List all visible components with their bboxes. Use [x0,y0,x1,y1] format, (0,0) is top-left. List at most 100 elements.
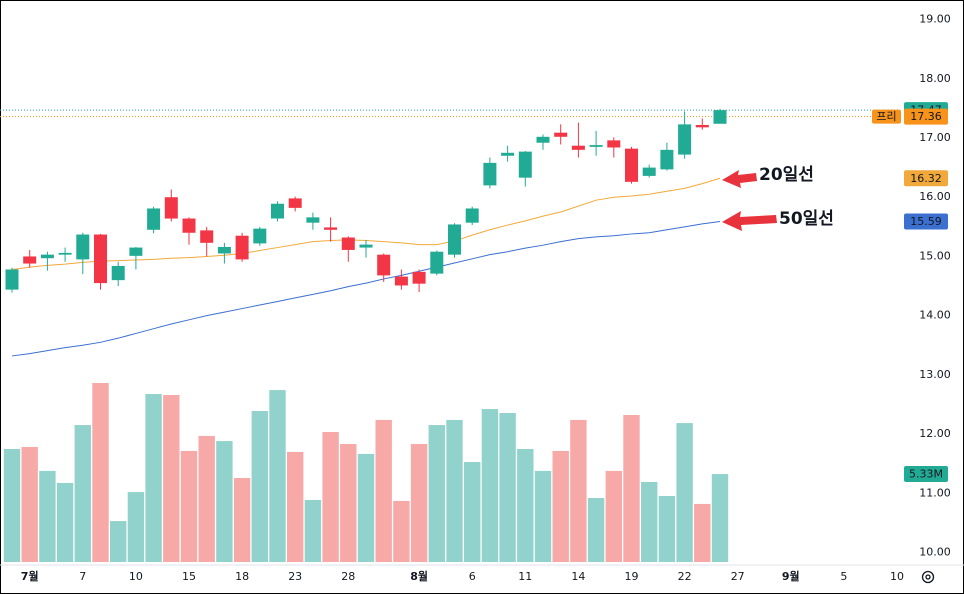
volume-bar [446,419,463,562]
volume-bar [534,470,552,562]
annotation: 20일선 [759,165,814,185]
candle-body [448,224,461,255]
x-tick-label: 5 [840,570,847,583]
price-badge-label: 15.59 [910,215,942,228]
x-tick-label: 15 [182,570,196,583]
candle-body [501,152,515,156]
x-tick-label: 10 [129,570,143,583]
volume-bar [357,453,375,562]
candle-body [111,265,125,281]
volume-bar [641,481,658,562]
candle-body [94,234,107,284]
annotation: 50일선 [779,209,834,229]
volume-bar [658,496,676,562]
volume-badge [904,466,948,483]
volume-bar [287,451,304,562]
y-tick-label: 12.00 [919,427,951,440]
volume-bar [3,448,21,562]
volume-bar [481,409,499,562]
volume-bar [605,470,622,562]
volume-bar [428,425,445,562]
volume-bar [127,492,145,562]
premarket-tag [872,109,901,124]
volume-bar [340,444,357,562]
price-badge [904,213,948,230]
candle-body [164,197,178,219]
candle-body [377,254,391,276]
y-tick-label: 19.00 [919,13,951,26]
candle-body [412,271,426,284]
candle-body [589,145,603,147]
candle-body [58,252,72,255]
x-tick-label: 7월 [21,569,39,583]
volume-bar [233,478,251,562]
y-tick-label: 17.00 [919,131,951,144]
volume-bar [711,474,729,562]
x-tick-label: 23 [288,570,302,583]
y-tick-label: 10.00 [919,546,951,559]
candle-body [182,218,196,233]
volume-bar [163,395,180,562]
candle-body [660,149,674,170]
settings-icon[interactable] [921,570,935,584]
arrow [722,170,757,188]
candle-body [394,276,408,286]
x-tick-label: 18 [235,570,249,583]
y-tick-label: 14.00 [919,309,951,322]
volume-bar [587,497,605,562]
volume-bar [92,382,109,562]
candle-body [40,254,54,259]
volume-bar [180,450,198,562]
volume-bar [216,441,233,562]
y-tick-label: 13.00 [919,368,951,381]
candle-body [536,136,550,143]
candle-body [147,208,161,230]
price-badge [904,170,948,187]
volume-bar [198,435,215,562]
volume-bar [393,500,410,562]
candle-body [253,228,267,244]
moving-average-line [11,221,721,357]
volume-bar [56,482,74,562]
volume-bar [145,394,162,562]
candle-body [271,203,284,219]
candle-body [306,217,320,223]
candle-body [713,110,727,124]
candle-body [288,198,302,208]
volume-badge-label: 5.33M [909,468,943,481]
y-tick-label: 18.00 [919,72,951,85]
y-tick-label: 15.00 [919,249,951,262]
x-tick-label: 9월 [782,569,800,583]
volume-bar [499,413,516,562]
arrow [722,211,777,231]
candle-body [465,208,479,223]
candle-body [554,132,568,137]
x-tick-label: 10 [890,570,904,583]
candle-body [5,269,19,290]
candle-body [217,246,231,254]
volume-bar [269,390,286,562]
candle-body [76,234,90,260]
x-tick-label: 28 [341,570,355,583]
volume-bar [304,499,322,562]
volume-bar [570,419,587,562]
candle-body [235,235,249,260]
x-tick-label: 27 [731,570,745,583]
candle-body [695,124,709,128]
candle-body [129,247,143,256]
volume-bar [517,448,534,562]
candle-body [23,256,37,264]
volume-bar [552,450,569,562]
volume-bar [676,423,693,562]
price-badge-label: 16.32 [910,172,942,185]
x-tick-label: 8월 [410,569,428,583]
volume-bar [21,446,38,562]
premarket-tag-label: 프리 [876,110,896,123]
volume-bar [623,414,640,562]
y-tick-label: 16.00 [919,190,951,203]
candle-body [678,124,692,155]
candle-body [341,237,355,250]
y-tick-label: 11.00 [919,486,951,499]
